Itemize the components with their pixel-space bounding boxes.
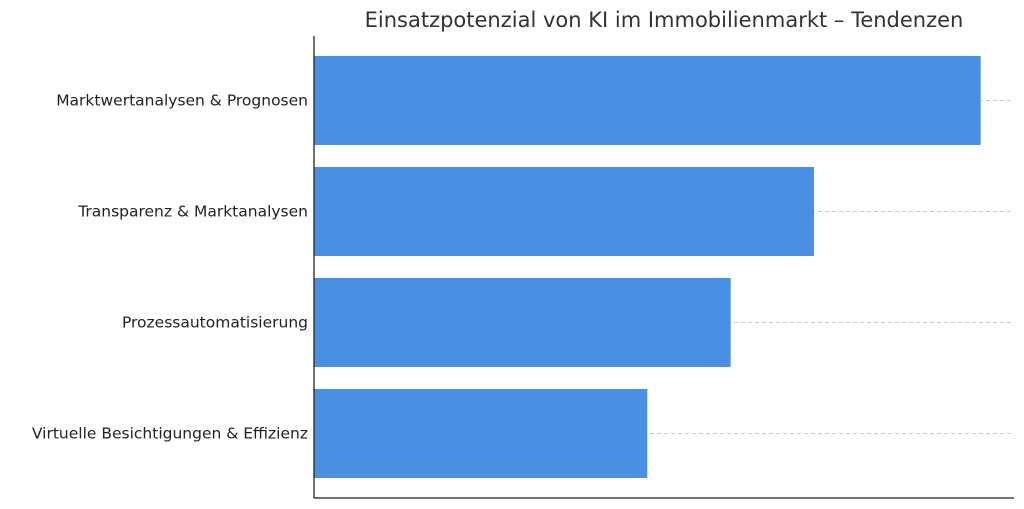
- bar-3: [314, 278, 731, 367]
- bar-4: [314, 389, 648, 478]
- category-label-1: Marktwertanalysen & Prognosen: [56, 92, 308, 110]
- category-label-2: Transparenz & Marktanalysen: [77, 203, 308, 221]
- chart-title: Einsatzpotenzial von KI im Immobilienmar…: [365, 8, 964, 32]
- label-layer: Marktwertanalysen & Prognosen Transparenz…: [32, 92, 308, 443]
- grid-layer: [314, 100, 1014, 434]
- bar-layer: [314, 56, 981, 478]
- bar-2: [314, 167, 814, 256]
- bar-1: [314, 56, 981, 145]
- category-label-4: Virtuelle Besichtigungen & Effizienz: [32, 425, 308, 443]
- category-label-3: Prozessautomatisierung: [122, 314, 308, 332]
